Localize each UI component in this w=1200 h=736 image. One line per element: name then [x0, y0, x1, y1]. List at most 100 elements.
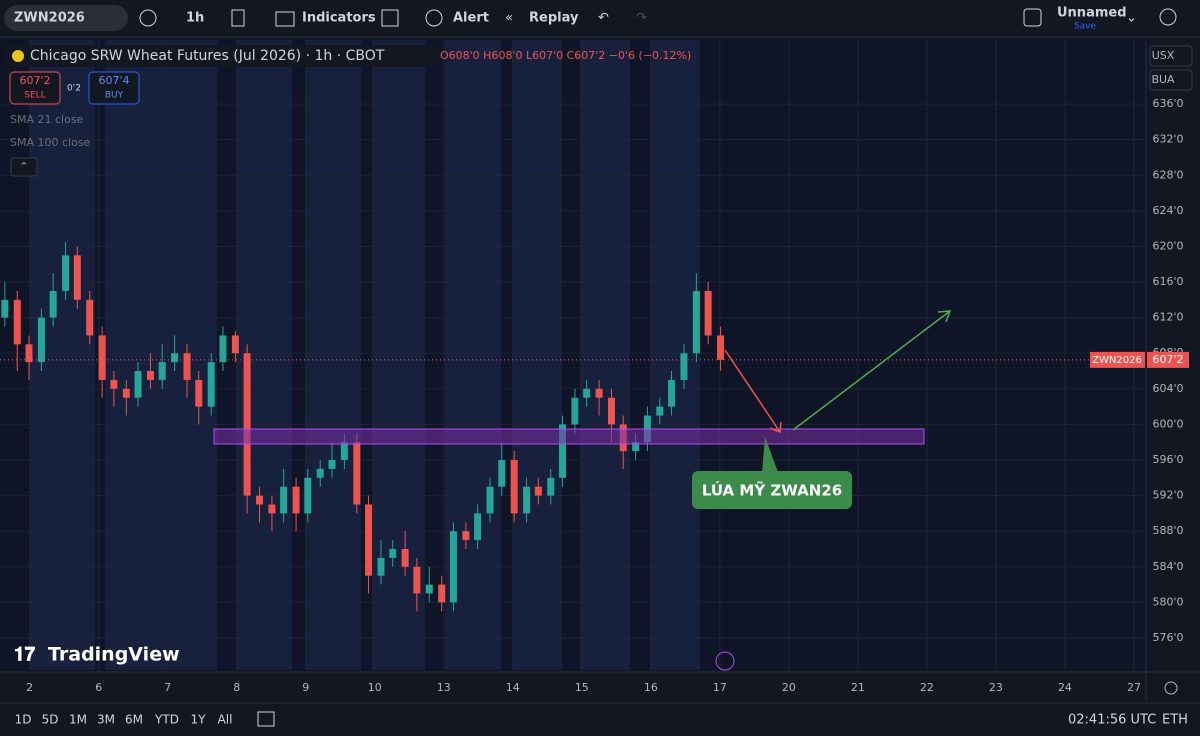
redo[interactable]: ↷	[636, 11, 648, 26]
clock: 02:41:56 UTC	[1068, 713, 1156, 728]
x-tick-label: 24	[1058, 681, 1072, 694]
candle-body	[438, 584, 446, 603]
timeframe-button[interactable]: 5D	[42, 713, 59, 727]
timeframe-button[interactable]: 6M	[125, 713, 143, 727]
candle-body	[692, 290, 700, 354]
candle-body	[231, 335, 239, 354]
sell-price[interactable]: 607'2	[19, 74, 50, 87]
x-tick-label: 2	[26, 681, 33, 694]
buy-price[interactable]: 607'4	[98, 74, 129, 87]
candle-body	[134, 371, 142, 398]
sell-label[interactable]: SELL	[24, 91, 45, 101]
session-band	[650, 40, 700, 670]
axis-settings[interactable]	[1164, 681, 1178, 695]
date-range-button[interactable]	[257, 711, 275, 727]
candle-body	[110, 379, 118, 389]
save-button[interactable]: Save	[1074, 22, 1097, 32]
candle-body	[534, 486, 542, 496]
timeframe-button[interactable]: 1M	[69, 713, 87, 727]
callout	[692, 471, 852, 509]
alert-button[interactable]: Alert	[453, 11, 489, 26]
candle-body	[583, 388, 591, 398]
timeframe-button[interactable]: 1D	[15, 713, 32, 727]
candle-body	[547, 477, 555, 496]
candle-body	[510, 460, 518, 514]
timeframe-button[interactable]: YTD	[154, 713, 179, 727]
candle-body	[1, 299, 9, 318]
timeframes: 1D 5D 1M 3M 6M YTD 1Y All	[15, 713, 233, 727]
layout-icon[interactable]	[1023, 8, 1042, 27]
candle-body	[304, 477, 312, 514]
replay-button[interactable]: Replay	[529, 11, 579, 26]
collapse-legend[interactable]	[10, 157, 38, 177]
indicators-icon[interactable]	[275, 11, 295, 27]
chart-type-button[interactable]	[231, 9, 245, 27]
x-tick-label: 15	[575, 681, 589, 694]
session-band	[305, 40, 361, 670]
candle-body	[462, 531, 470, 541]
candle-body	[668, 379, 676, 407]
layout-menu[interactable]: ⌄	[1126, 11, 1137, 26]
price-tag	[1147, 351, 1189, 368]
candle-body	[183, 353, 191, 380]
currency[interactable]: USX	[1152, 49, 1175, 62]
event-icon[interactable]	[715, 651, 735, 671]
timeframe-button[interactable]: 3M	[97, 713, 115, 727]
y-tick-label: 580'0	[1152, 595, 1183, 608]
candle-body	[656, 406, 664, 416]
arrow-head	[937, 310, 952, 323]
session[interactable]: ETH	[1162, 713, 1188, 728]
candle-body	[558, 424, 566, 478]
indicators-button[interactable]: Indicators	[302, 11, 376, 26]
templates-button[interactable]	[381, 9, 399, 27]
replay-icon[interactable]: «	[505, 11, 513, 26]
buy-button[interactable]	[88, 71, 140, 105]
y-tick-label: 596'0	[1152, 453, 1183, 466]
unit[interactable]: BUA	[1151, 73, 1175, 86]
logo-mark: 𝟏𝟕	[14, 644, 36, 666]
collapse-icon[interactable]: ⌃	[19, 160, 28, 173]
arrow-down	[724, 349, 781, 433]
y-tick-label: 592'0	[1152, 489, 1183, 502]
alert-icon[interactable]	[425, 9, 443, 27]
candle-body	[523, 486, 531, 514]
arrow-up	[792, 310, 951, 431]
symbol[interactable]: ZWN2026	[14, 11, 85, 26]
symbol-tag	[1090, 351, 1145, 368]
timeframe-button[interactable]: 1Y	[191, 713, 207, 727]
y-tick-label: 604'0	[1152, 382, 1183, 395]
interval[interactable]: 1h	[186, 11, 204, 26]
symbol-search[interactable]	[4, 5, 128, 31]
x-tick-label: 22	[920, 681, 934, 694]
candle-body	[340, 442, 348, 460]
candle-body	[389, 548, 397, 558]
candle-body	[146, 371, 154, 380]
candle-body	[122, 388, 130, 398]
candle-body	[243, 353, 251, 496]
buy-label[interactable]: BUY	[105, 91, 124, 101]
currency-button[interactable]	[1149, 45, 1193, 67]
timeframe-button[interactable]: All	[218, 713, 233, 727]
undo[interactable]: ↶	[598, 11, 609, 26]
candle-body	[280, 486, 288, 514]
x-tick-label: 6	[95, 681, 102, 694]
candle-body	[171, 353, 179, 363]
quick-search[interactable]	[1159, 8, 1177, 26]
candle-body	[328, 460, 336, 469]
support-zone	[213, 428, 925, 445]
compare-button[interactable]	[139, 9, 157, 27]
candle-body	[316, 468, 324, 478]
y-tick-label: 584'0	[1152, 560, 1183, 573]
session-band	[105, 40, 217, 670]
candle-body	[717, 335, 725, 360]
unit-button[interactable]	[1149, 69, 1193, 91]
y-tick-label: 636'0	[1152, 97, 1183, 110]
y-tick-label: 600'0	[1152, 417, 1183, 430]
sell-button[interactable]	[9, 71, 61, 105]
candle-body	[486, 486, 494, 514]
layout-name[interactable]: Unnamed	[1057, 6, 1127, 21]
y-tick-label: 620'0	[1152, 239, 1183, 252]
x-tick-label: 9	[302, 681, 309, 694]
session-band	[580, 40, 630, 670]
y-tick-label: 632'0	[1152, 133, 1183, 146]
